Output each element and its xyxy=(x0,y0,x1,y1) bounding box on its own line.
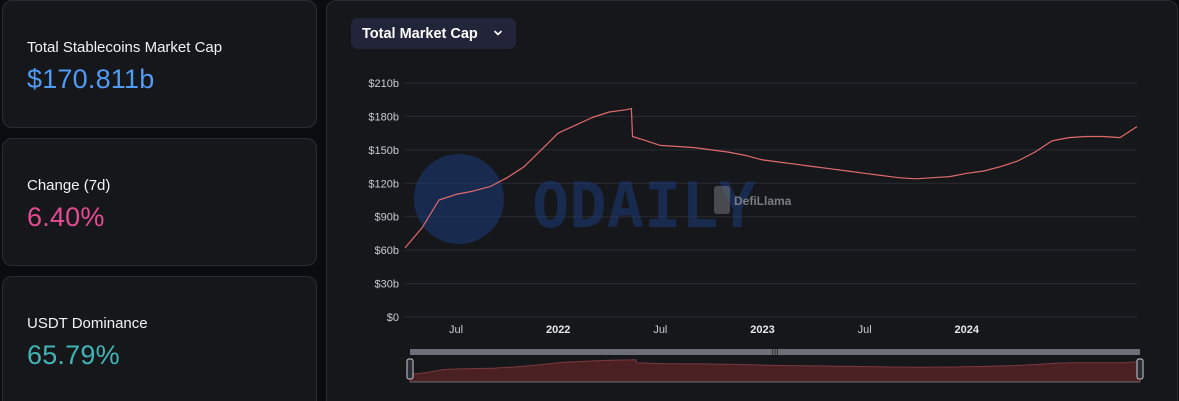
range-handle-right[interactable] xyxy=(1136,358,1144,380)
defillama-watermark-text: DefiLlama xyxy=(734,194,792,208)
x-tick-label: 2022 xyxy=(546,324,570,336)
y-tick-label: $150b xyxy=(368,145,399,157)
usdt-dominance-card: USDT Dominance 65.79% xyxy=(2,276,317,401)
y-tick-label: $210b xyxy=(368,78,399,90)
chart-card: $0 $30b $60b $90b $120b $150b $180b $210b Jul 202… xyxy=(326,0,1178,401)
y-tick-label: $90b xyxy=(375,212,399,224)
market-cap-chart: $0 $30b $60b $90b $120b $150b $180b $210b Jul 202… xyxy=(368,78,1144,383)
range-slider-track xyxy=(410,349,1140,355)
x-tick-label: Jul xyxy=(449,324,463,336)
range-preview-area xyxy=(409,359,1141,383)
change-7d-card: Change (7d) 6.40% xyxy=(2,138,317,266)
y-tick-label: $180b xyxy=(368,111,399,123)
y-tick-label: $0 xyxy=(387,312,399,324)
x-tick-label: Jul xyxy=(653,324,667,336)
market-cap-label: Total Stablecoins Market Cap xyxy=(27,39,223,56)
market-cap-value: $170.811b xyxy=(27,64,155,94)
market-cap-line xyxy=(404,108,1138,249)
odaily-watermark: ODAILY xyxy=(414,154,757,244)
metric-select-label: Total Market Cap xyxy=(362,25,478,42)
range-grip-icon[interactable]: III xyxy=(771,348,778,357)
chevron-down-icon xyxy=(494,30,502,36)
usdt-dominance-value: 65.79% xyxy=(27,340,120,370)
y-tick-label: $120b xyxy=(368,178,399,190)
change-7d-label: Change (7d) xyxy=(27,177,111,194)
defillama-watermark: DefiLlama xyxy=(714,186,792,214)
x-tick-label: 2023 xyxy=(750,324,774,336)
metric-select[interactable]: Total Market Cap xyxy=(351,18,516,49)
range-handle-left[interactable] xyxy=(406,358,414,380)
y-tick-label: $60b xyxy=(375,245,399,257)
x-tick-label: Jul xyxy=(858,324,872,336)
odaily-logo-icon xyxy=(414,154,504,244)
llama-icon xyxy=(714,186,730,214)
usdt-dominance-label: USDT Dominance xyxy=(27,315,148,332)
change-7d-value: 6.40% xyxy=(27,202,105,232)
y-tick-label: $30b xyxy=(375,279,399,291)
market-cap-card: Total Stablecoins Market Cap $170.811b xyxy=(2,0,317,128)
x-tick-label: 2024 xyxy=(955,324,980,336)
